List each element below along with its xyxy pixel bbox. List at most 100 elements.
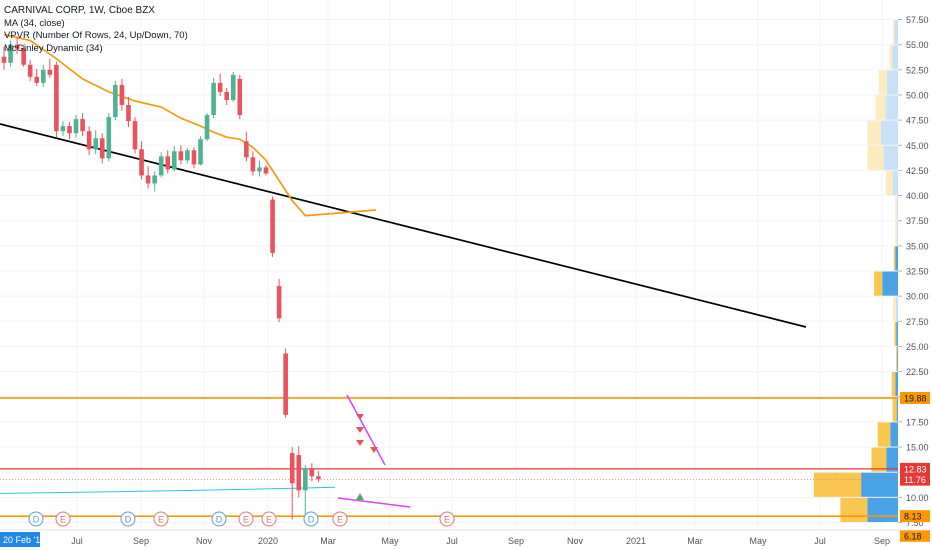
dividend-event-marker[interactable]: D (28, 511, 44, 527)
candle-body[interactable] (316, 476, 321, 480)
candle-body[interactable] (289, 453, 295, 484)
candle-body[interactable] (106, 117, 112, 159)
descending-trendline[interactable] (0, 123, 807, 328)
price-label-badge[interactable] (900, 462, 930, 475)
candle-body[interactable] (126, 105, 131, 122)
earnings-event-marker[interactable]: E (55, 511, 71, 527)
candle-body[interactable] (99, 138, 105, 159)
candle-body[interactable] (309, 468, 315, 477)
dividend-event-marker[interactable]: D (120, 511, 136, 527)
legend-ma[interactable]: MA (34, close) (4, 17, 65, 29)
dividend-event-marker[interactable]: D (303, 511, 319, 527)
volume-profile-down-bar (895, 246, 898, 271)
legend-mcginley[interactable]: McGinley Dynamic (34) (4, 42, 103, 54)
candle-body[interactable] (250, 157, 256, 172)
dividend-event-marker[interactable]: D (211, 511, 227, 527)
candle-body[interactable] (224, 91, 229, 100)
candle-body[interactable] (86, 131, 92, 150)
candle-body[interactable] (237, 78, 243, 116)
earnings-event-marker[interactable]: E (261, 511, 277, 527)
volume-profile-up-bar (840, 497, 868, 522)
candle-body[interactable] (67, 126, 72, 134)
price-label-badge[interactable] (900, 473, 930, 486)
candle-body[interactable] (113, 84, 118, 118)
candle-body[interactable] (191, 150, 197, 165)
price-label-badge[interactable] (900, 529, 930, 542)
candle-body[interactable] (14, 44, 20, 49)
y-tick-label: 45.00 (906, 141, 929, 151)
candle-body[interactable] (152, 175, 157, 184)
candle-body[interactable] (244, 141, 249, 158)
candle-body[interactable] (178, 151, 184, 161)
candle-body[interactable] (27, 64, 33, 77)
candle-body[interactable] (211, 82, 216, 116)
candle-body[interactable] (283, 353, 288, 415)
candle-body[interactable] (296, 455, 302, 491)
x-tick-label: Mar (320, 536, 336, 546)
volume-profile-up-bar (893, 246, 896, 271)
earnings-event-marker[interactable]: E (238, 511, 254, 527)
volume-profile-up-bar (871, 447, 887, 472)
candle-body[interactable] (80, 119, 85, 132)
wedge-lower-line[interactable] (337, 497, 411, 508)
candle-body[interactable] (139, 149, 144, 176)
candle-body[interactable] (185, 150, 190, 161)
candle-body[interactable] (73, 119, 79, 134)
earnings-event-marker[interactable]: E (439, 511, 455, 527)
sell-arrow-marker[interactable] (356, 427, 364, 433)
candle-body[interactable] (263, 167, 269, 174)
x-tick-label: Jul (814, 536, 826, 546)
candle-body[interactable] (41, 69, 46, 83)
y-tick-label: 10.00 (906, 493, 929, 503)
y-tick-label: 42.50 (906, 166, 929, 176)
volume-profile-down-bar (861, 472, 898, 497)
candle-body[interactable] (132, 121, 138, 150)
candle-body[interactable] (217, 82, 223, 92)
volume-profile-down-bar (885, 95, 898, 120)
candle-body[interactable] (165, 156, 171, 170)
volume-profile-up-bar (891, 372, 896, 397)
candle-body[interactable] (1, 56, 7, 63)
x-tick-label: Nov (567, 536, 584, 546)
chart-title[interactable]: CARNIVAL CORP, 1W, Cboe BZX (4, 5, 155, 16)
x-tick-label: Mar (687, 536, 703, 546)
legend-vpvr[interactable]: VPVR (Number Of Rows, 24, Up/Down, 70) (4, 30, 188, 41)
candle-body[interactable] (93, 138, 98, 150)
wedge-upper-line[interactable] (346, 394, 386, 466)
x-tick-label: May (381, 536, 399, 546)
candle-body[interactable] (257, 167, 262, 172)
candle-body[interactable] (303, 468, 308, 491)
candle-body[interactable] (54, 64, 59, 132)
volume-profile-up-bar (877, 422, 891, 447)
candle-body[interactable] (34, 76, 40, 83)
candle-body[interactable] (172, 151, 177, 170)
y-tick-label: 22.50 (906, 367, 929, 377)
sell-arrow-marker[interactable] (370, 447, 378, 453)
volume-profile-up-bar (889, 45, 893, 70)
volume-profile-up-bar (895, 221, 897, 246)
candle-body[interactable] (276, 286, 282, 319)
candle-body[interactable] (145, 175, 151, 184)
earnings-event-marker[interactable]: E (332, 511, 348, 527)
sell-arrow-marker[interactable] (356, 414, 364, 420)
time-axis[interactable] (0, 530, 898, 550)
price-label-badge[interactable] (900, 391, 930, 404)
price-label-badge[interactable] (900, 510, 930, 523)
candle-body[interactable] (198, 139, 203, 165)
buy-arrow-marker[interactable] (356, 493, 364, 500)
earnings-event-marker[interactable]: E (153, 511, 169, 527)
candle-body[interactable] (270, 199, 275, 253)
candle-body[interactable] (119, 84, 125, 106)
candle-body[interactable] (8, 44, 13, 63)
candle-body[interactable] (60, 126, 66, 132)
x-tick-label: Nov (196, 536, 213, 546)
y-tick-label: 50.00 (906, 90, 929, 100)
price-axis[interactable] (898, 0, 932, 550)
candle-body[interactable] (47, 69, 53, 75)
candle-body[interactable] (230, 74, 236, 100)
candle-body[interactable] (204, 115, 210, 140)
sell-arrow-marker[interactable] (356, 440, 364, 446)
candle-body[interactable] (158, 156, 164, 176)
candle-body[interactable] (21, 48, 26, 65)
